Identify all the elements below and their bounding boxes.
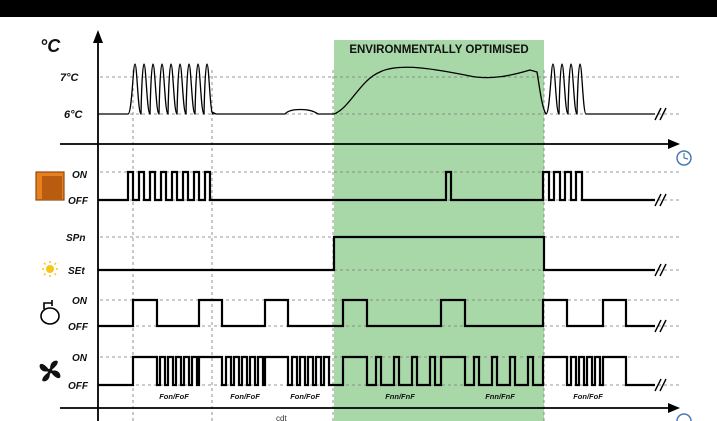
fan-label-4: Fnn/FnF [385, 392, 415, 401]
break-marks [654, 107, 667, 392]
axes [60, 30, 680, 421]
fan-icon [39, 360, 61, 382]
compressor-off-label: OFF [68, 322, 89, 333]
fan-label-2: Fon/FoF [230, 392, 260, 401]
temperature-trace [98, 63, 655, 115]
clock-icon [676, 150, 692, 166]
zone-label: ENVIRONMENTALLY OPTIMISED [349, 44, 528, 56]
fan-signal [98, 355, 655, 387]
fan-off-label: OFF [68, 381, 89, 392]
clock-icon-bottom [676, 413, 692, 421]
setpoint-day-label: SEt [68, 266, 85, 277]
compressor-signal [98, 298, 655, 328]
temperature-unit-label: °C [40, 36, 61, 56]
sun-icon [42, 261, 58, 277]
temperature-high-label: 7°C [60, 72, 80, 84]
fan-label-5: Fnn/FnF [485, 392, 515, 401]
door-off-label: OFF [68, 196, 89, 207]
moon-icon [43, 232, 53, 244]
compressor-on-label: ON [72, 296, 88, 307]
temperature-low-label: 6°C [64, 109, 84, 121]
fan-label-6: Fon/FoF [573, 392, 603, 401]
setpoint-night-label: SPn [66, 233, 85, 244]
header-band [0, 0, 717, 17]
compressor-icon [40, 300, 60, 325]
fan-on-label: ON [72, 353, 88, 364]
environmentally-optimised-zone [334, 40, 544, 421]
fan-label-3: Fon/FoF [290, 392, 320, 401]
door-icon [35, 171, 65, 201]
door-on-label: ON [72, 170, 88, 181]
fan-segment-labels: Fon/FoF Fon/FoF Fon/FoF Fnn/FnF Fnn/FnF … [159, 392, 603, 401]
fan-label-1: Fon/FoF [159, 392, 189, 401]
setpoint-signal [98, 235, 655, 272]
door-signal [98, 170, 655, 202]
time-label: cdt [276, 414, 287, 421]
